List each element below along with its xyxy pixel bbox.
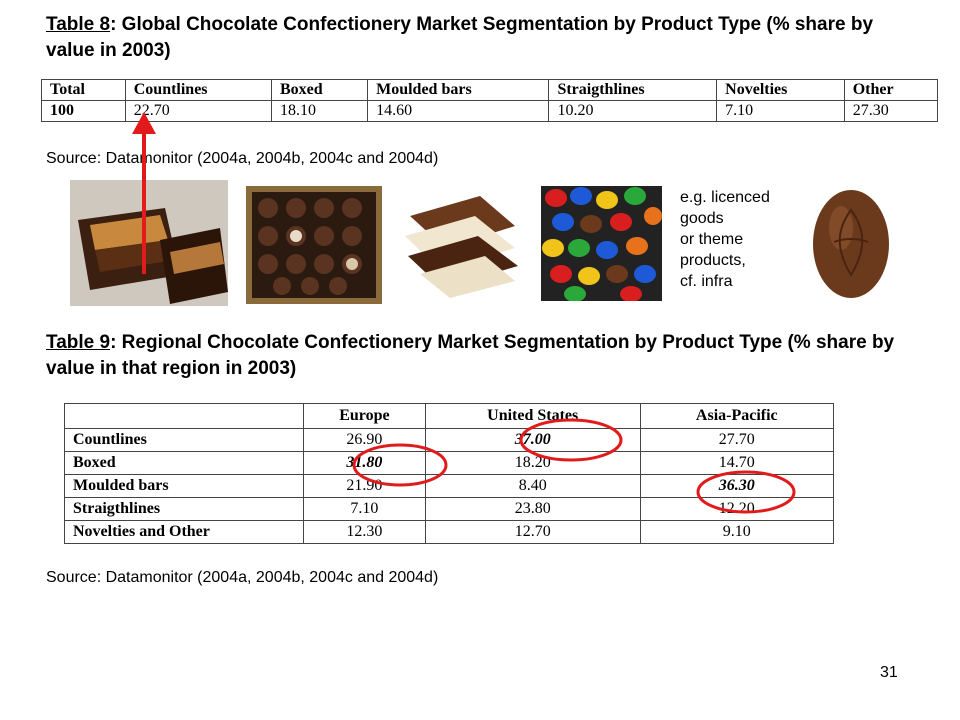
- table9-cell: 12.30: [303, 520, 426, 544]
- table8-title-text: : Global Chocolate Confectionery Market …: [46, 14, 874, 61]
- table9-row-label: Countlines: [64, 428, 304, 452]
- table-row: Countlines 26.90 37.00 27.70: [64, 428, 835, 452]
- table-row: Novelties and Other 12.30 12.70 9.10: [64, 520, 835, 544]
- note-line: e.g. licenced: [680, 189, 770, 206]
- table8-value-cell: 18.10: [270, 100, 369, 122]
- table8-value-cell: 27.30: [843, 100, 939, 122]
- table9-cell: 36.30: [639, 474, 835, 498]
- table8-header-cell: Moulded bars: [367, 79, 550, 101]
- table9-cell: 21.90: [303, 474, 426, 498]
- table9-row-label: Boxed: [64, 451, 304, 475]
- table8-header-cell: Straigthlines: [548, 79, 718, 101]
- chocolate-egg-photo: [806, 180, 896, 302]
- table9-source: Source: Datamonitor (2004a, 2004b, 2004c…: [46, 569, 439, 586]
- moulded-bars-photo: [390, 186, 528, 301]
- table9-header-cell: United States: [424, 403, 641, 429]
- chocolate-box-photo: [246, 186, 382, 304]
- table9: Europe United States Asia-Pacific Countl…: [64, 403, 835, 544]
- table9-label: Table 9: [46, 332, 111, 353]
- table9-cell: 12.20: [639, 497, 835, 521]
- table8-header-cell: Novelties: [716, 79, 845, 101]
- table9-header-cell: Europe: [303, 403, 426, 429]
- table8-label: Table 8: [46, 14, 111, 35]
- chocolate-bar-photo: [70, 180, 228, 306]
- table9-title-text: : Regional Chocolate Confectionery Marke…: [46, 332, 895, 379]
- table9-cell: 9.10: [639, 520, 835, 544]
- table9-cell: 37.00: [424, 428, 641, 452]
- table8-value-cell: 22.70: [124, 100, 272, 122]
- table9-cell: 18.20: [424, 451, 641, 475]
- table9-cell: 26.90: [303, 428, 426, 452]
- note-line: or theme: [680, 231, 744, 248]
- table9-cell: 7.10: [303, 497, 426, 521]
- table8-value-cell: 14.60: [367, 100, 550, 122]
- table8-source: Source: Datamonitor (2004a, 2004b, 2004c…: [46, 150, 439, 167]
- table9-cell: 23.80: [424, 497, 641, 521]
- table9-header-row: Europe United States Asia-Pacific: [64, 403, 835, 429]
- table8-value-row: 100 22.70 18.10 14.60 10.20 7.10 27.30: [41, 100, 939, 122]
- table9-cell: 12.70: [424, 520, 641, 544]
- table8-value-cell: 7.10: [716, 100, 845, 122]
- note-line: products,: [680, 252, 746, 269]
- table9-cell: 27.70: [639, 428, 835, 452]
- candy-pieces-photo: [541, 186, 662, 301]
- table-row: Straigthlines 7.10 23.80 12.20: [64, 497, 835, 521]
- table8-header-cell: Other: [843, 79, 939, 101]
- table9-row-label: Straigthlines: [64, 497, 304, 521]
- note-line: cf. infra: [680, 273, 733, 290]
- table8-header-cell: Countlines: [124, 79, 272, 101]
- table8: Total Countlines Boxed Moulded bars Stra…: [41, 79, 939, 122]
- table8-header-cell: Total: [41, 79, 126, 101]
- table9-cell: 31.80: [303, 451, 426, 475]
- table9-header-cell: Asia-Pacific: [639, 403, 835, 429]
- table9-row-label: Moulded bars: [64, 474, 304, 498]
- novelties-note: e.g. licenced goods or theme products, c…: [680, 187, 770, 292]
- table8-header-cell: Boxed: [270, 79, 369, 101]
- table9-header-cell: [64, 403, 304, 429]
- table9-cell: 14.70: [639, 451, 835, 475]
- table-row: Moulded bars 21.90 8.40 36.30: [64, 474, 835, 498]
- table-row: Boxed 31.80 18.20 14.70: [64, 451, 835, 475]
- page-number: 31: [880, 664, 898, 681]
- table8-title: Table 8: Global Chocolate Confectionery …: [46, 12, 916, 64]
- table8-header-row: Total Countlines Boxed Moulded bars Stra…: [41, 79, 939, 101]
- table9-title: Table 9: Regional Chocolate Confectioner…: [46, 330, 916, 382]
- table9-row-label: Novelties and Other: [64, 520, 304, 544]
- note-line: goods: [680, 210, 724, 227]
- table9-cell: 8.40: [424, 474, 641, 498]
- table8-value-cell: 10.20: [548, 100, 718, 122]
- table8-value-cell: 100: [41, 100, 126, 122]
